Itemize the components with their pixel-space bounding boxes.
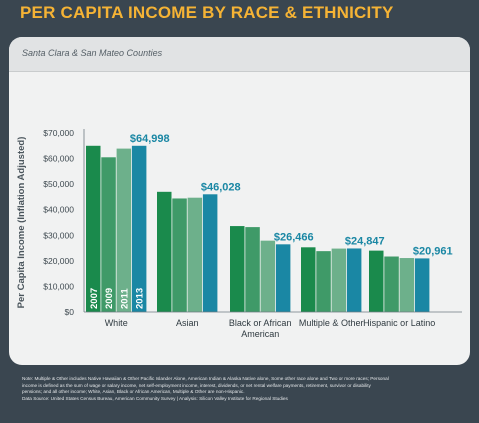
bar-black-or-african-american-2009 — [245, 227, 260, 312]
data-label: $26,466 — [274, 231, 314, 243]
bar-multiple-other-2009 — [316, 251, 331, 312]
bar-black-or-african-american-2011 — [260, 240, 276, 312]
category-label: White — [105, 318, 128, 328]
data-label: $46,028 — [201, 181, 241, 193]
category-label: Multiple & Other — [299, 318, 364, 328]
y-axis-title: Per Capita Income (Inflation Adjusted) — [16, 137, 27, 309]
panel-header: Santa Clara & San Mateo Counties — [9, 37, 470, 72]
chart-subtitle: Santa Clara & San Mateo Counties — [22, 48, 163, 58]
category-label: Black or African — [229, 318, 292, 328]
bar-asian-2013 — [202, 194, 218, 312]
category-label: Hispanic or Latino — [363, 318, 435, 328]
chart-panel: Santa Clara & San Mateo Counties Per Cap… — [9, 37, 470, 365]
bar-asian-2011 — [187, 197, 203, 312]
bar-chart: Per Capita Income (Inflation Adjusted) $0… — [16, 128, 462, 339]
footnote: Note: Multiple & Other includes Native H… — [22, 376, 454, 402]
bar-multiple-other-2013 — [346, 248, 362, 312]
legend-year-2007: 2007 — [89, 288, 100, 309]
bar-white-2009 — [101, 157, 116, 312]
footnote-line: pensions; and all other income; White, A… — [22, 389, 245, 395]
y-tick-label: $40,000 — [43, 205, 74, 215]
data-label: $64,998 — [130, 133, 170, 145]
bar-hispanic-or-latino-2011 — [399, 258, 415, 312]
bar-black-or-african-american-2013 — [275, 244, 291, 312]
bar-hispanic-or-latino-2013 — [414, 258, 430, 312]
y-tick-label: $70,000 — [43, 128, 74, 138]
data-label: $24,847 — [345, 235, 385, 247]
bar-asian-2007 — [157, 191, 172, 312]
data-label: $20,961 — [413, 245, 453, 257]
category-label: Asian — [176, 318, 199, 328]
bar-hispanic-or-latino-2007 — [369, 250, 384, 312]
bar-white-2011 — [116, 148, 132, 312]
y-tick-label: $10,000 — [43, 281, 74, 291]
bar-white-2007 — [86, 145, 101, 312]
footnote-line: Data Source: United States Census Bureau… — [22, 395, 288, 401]
y-tick-label: $60,000 — [43, 154, 74, 164]
category-label: American — [241, 329, 279, 339]
legend-year-2009: 2009 — [104, 288, 115, 309]
legend-year-2013: 2013 — [135, 288, 146, 309]
footnote-line: Note: Multiple & Other includes Native H… — [22, 376, 389, 381]
y-tick-label: $20,000 — [43, 256, 74, 266]
y-tick-label: $0 — [65, 307, 75, 317]
legend-year-2011: 2011 — [119, 288, 130, 309]
bar-multiple-other-2011 — [331, 248, 347, 312]
bar-white-2013 — [131, 145, 147, 312]
bar-asian-2009 — [172, 198, 187, 312]
page-title: PER CAPITA INCOME BY RACE & ETHNICITY — [20, 3, 394, 22]
y-tick-label: $50,000 — [43, 179, 74, 189]
y-tick-label: $30,000 — [43, 230, 74, 240]
footnote-line: income is defined as the sum of wage or … — [22, 382, 371, 388]
bar-black-or-african-american-2007 — [230, 226, 245, 312]
bar-multiple-other-2007 — [301, 247, 316, 312]
bar-hispanic-or-latino-2009 — [384, 256, 399, 312]
